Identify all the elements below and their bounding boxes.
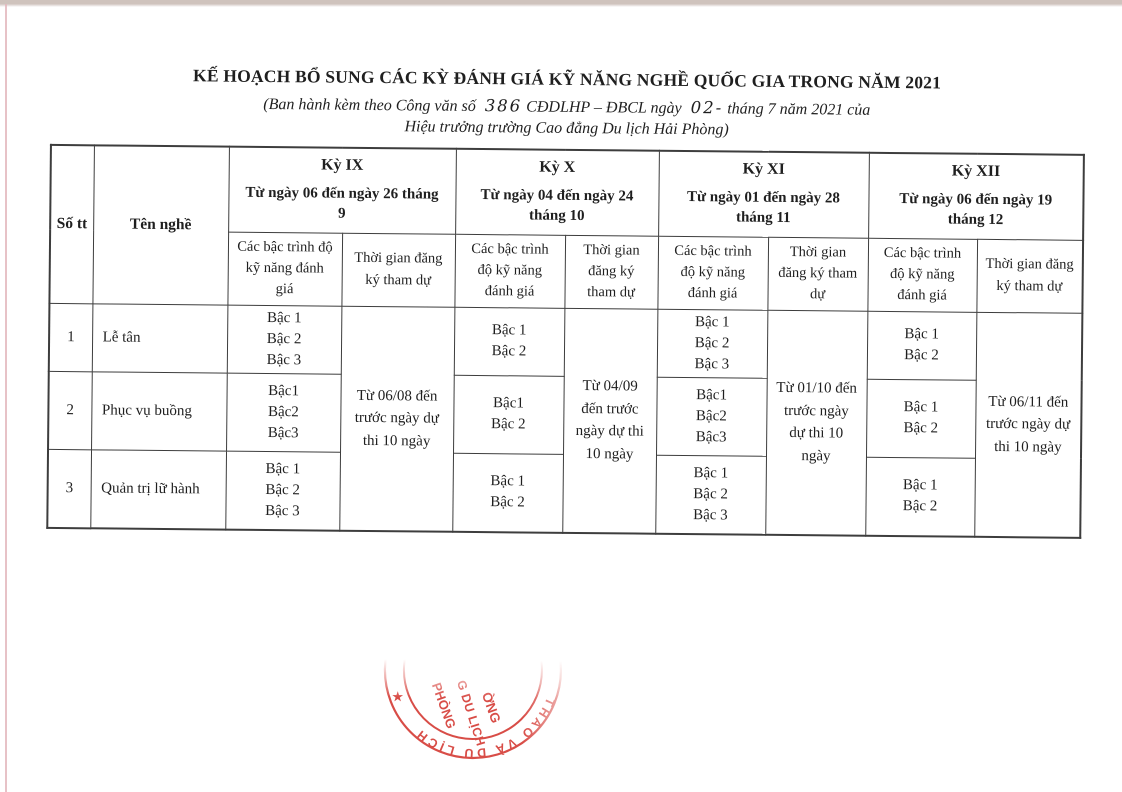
subheader-levels-ky-x: Các bậc trình độ kỹ năng đánh giá bbox=[454, 233, 566, 308]
period-header-ky-xi: Kỳ XI Từ ngày 01 đến ngày 28 tháng 11 bbox=[658, 150, 869, 238]
period-header-ky-ix: Kỳ IX Từ ngày 06 đến ngày 26 tháng 9 bbox=[228, 146, 456, 234]
subtitle-mid: CĐDLHP – ĐBCL ngày bbox=[526, 98, 682, 117]
period-date-range: Từ ngày 06 đến ngày 26 tháng 9 bbox=[245, 184, 439, 222]
period-date-range: Từ ngày 06 đến ngày 19 tháng 12 bbox=[899, 191, 1053, 229]
levels-cell: Bậc 1 Bậc 2 bbox=[865, 456, 976, 537]
col-header-stt: Số tt bbox=[49, 144, 94, 304]
assessment-schedule-table: Số tt Tên nghề Kỳ IX Từ ngày 06 đến ngày… bbox=[46, 143, 1085, 539]
reg-time-ky-x: Từ 04/09 đến trước ngày dự thi 10 ngày bbox=[562, 307, 658, 534]
period-header-ky-x: Kỳ X Từ ngày 04 đến ngày 24 tháng 10 bbox=[455, 148, 659, 236]
period-date-range: Từ ngày 04 đến ngày 24 tháng 10 bbox=[480, 187, 634, 225]
period-name: Kỳ XI bbox=[742, 160, 785, 178]
levels-cell: Bậc1 Bậc2 Bậc3 bbox=[226, 372, 341, 452]
subtitle-prefix: (Ban hành kèm theo Công văn số bbox=[263, 95, 476, 115]
subheader-levels-ky-xii: Các bậc trình độ kỹ năng đánh giá bbox=[867, 237, 978, 312]
handwritten-doc-number: 386 bbox=[484, 96, 523, 116]
reg-time-ky-ix: Từ 06/08 đến trước ngày dự thi 10 ngày bbox=[339, 305, 455, 532]
handwritten-day-number: 02- bbox=[690, 98, 724, 118]
occupation-name: Lễ tân bbox=[91, 303, 228, 373]
subheader-levels-ky-xi: Các bậc trình độ kỹ năng đánh giá bbox=[657, 235, 769, 310]
subheader-time-ky-x: Thời gian đăng ký tham dự bbox=[564, 234, 659, 309]
row-number: 1 bbox=[48, 302, 93, 372]
period-date-range: Từ ngày 01 đến ngày 28 tháng 11 bbox=[687, 189, 840, 227]
stamp-center-text-line1: ỜNG bbox=[479, 690, 504, 725]
occupation-name: Phục vụ buồng bbox=[91, 371, 227, 451]
stamp-outer-ring bbox=[383, 652, 563, 760]
col-header-ten-nghe: Tên nghề bbox=[92, 145, 229, 305]
period-header-ky-xii: Kỳ XII Từ ngày 06 đến ngày 19 tháng 12 bbox=[868, 152, 1084, 240]
subheader-time-ky-xi: Thời gian đăng ký tham dự bbox=[767, 236, 869, 311]
levels-cell: Bậc 1 Bậc 2 Bậc 3 bbox=[655, 454, 767, 535]
row-number: 2 bbox=[48, 370, 92, 450]
reg-time-ky-xi: Từ 01/10 đến trước ngày dự thi 10 ngày bbox=[765, 309, 868, 536]
levels-cell: Bậc1 Bậc2 Bậc3 bbox=[656, 376, 767, 456]
occupation-name: Quản trị lữ hành bbox=[90, 449, 227, 530]
reg-time-ky-xii: Từ 06/11 đến trước ngày dự thi 10 ngày bbox=[974, 311, 1083, 538]
levels-cell: Bậc 1 Bậc 2 bbox=[453, 306, 565, 376]
table-row: 1 Lễ tân Bậc 1 Bậc 2 Bậc 3 Từ 06/08 đến … bbox=[48, 302, 1083, 538]
subheader-levels-ky-ix: Các bậc trình độ kỹ năng đánh giá bbox=[227, 231, 343, 306]
subtitle-suffix: tháng 7 năm 2021 của bbox=[727, 100, 871, 119]
stamp-center-text-line3: PHÒNG bbox=[429, 681, 459, 731]
levels-cell: Bậc 1 Bậc 2 bbox=[452, 452, 564, 533]
period-name: Kỳ IX bbox=[321, 156, 364, 174]
levels-cell: Bậc1 Bậc 2 bbox=[453, 374, 564, 454]
stamp-inner-ring bbox=[402, 652, 543, 740]
document-title: KẾ HOẠCH BỔ SUNG CÁC KỲ ĐÁNH GIÁ KỸ NĂNG… bbox=[193, 65, 942, 93]
levels-cell: Bậc 1 Bậc 2 Bậc 3 bbox=[226, 304, 342, 374]
levels-cell: Bậc 1 Bậc 2 bbox=[866, 310, 977, 380]
subheader-time-ky-ix: Thời gian đăng ký tham dự bbox=[341, 232, 456, 307]
levels-cell: Bậc 1 Bậc 2 Bậc 3 bbox=[225, 450, 341, 531]
period-name: Kỳ X bbox=[539, 158, 576, 176]
period-name: Kỳ XII bbox=[951, 162, 1001, 181]
subheader-time-ky-xii: Thời gian đăng ký tham dự bbox=[976, 238, 1084, 313]
scanner-edge-shadow bbox=[0, 0, 1122, 7]
official-stamp: ★ THAO VÀ DU LỊCH ỜNG G DU LỊCH PHÒNG bbox=[383, 652, 563, 761]
levels-cell: Bậc 1 Bậc 2 Bậc 3 bbox=[656, 308, 768, 378]
stamp-star-icon: ★ bbox=[391, 688, 404, 704]
levels-cell: Bậc 1 Bậc 2 bbox=[866, 378, 976, 458]
scanner-edge-line bbox=[5, 4, 7, 792]
row-number: 3 bbox=[47, 448, 92, 529]
